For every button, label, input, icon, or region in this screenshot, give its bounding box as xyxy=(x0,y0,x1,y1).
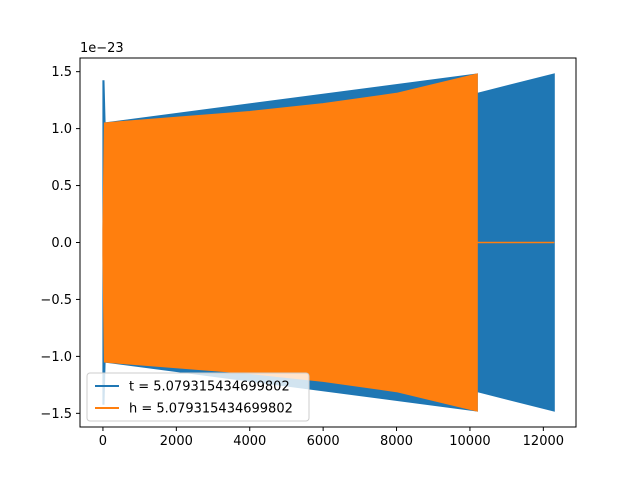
x-tick-label: 0 xyxy=(99,434,107,449)
x-tick-label: 8000 xyxy=(380,434,413,449)
series-layer xyxy=(102,73,555,412)
y-tick-label: 1.5 xyxy=(51,65,72,80)
y-tick-label: −1.0 xyxy=(40,350,72,365)
x-tick-label: 4000 xyxy=(233,434,266,449)
axes-layer: 0 2000 4000 6000 8000 10000 12000 −1.5 −1.0 −0.5 0… xyxy=(40,57,577,449)
legend-box xyxy=(86,372,310,422)
series-2-band xyxy=(102,73,478,412)
y-tick-label: −1.5 xyxy=(40,407,72,422)
x-tick-label: 2000 xyxy=(160,434,193,449)
y-tick-label: 1.0 xyxy=(51,122,72,137)
x-tick-label: 10000 xyxy=(449,434,490,449)
offset-text: 1e−23 xyxy=(80,41,124,56)
y-tick-label: 0.0 xyxy=(51,236,72,251)
y-tick-label: 0.5 xyxy=(51,179,72,194)
legend-label-2: h = 5.079315434699802 xyxy=(129,402,293,417)
x-tick-label: 12000 xyxy=(523,434,564,449)
x-tick-label: 6000 xyxy=(307,434,340,449)
legend-label-1: t = 5.079315434699802 xyxy=(129,380,290,395)
y-tick-label: −0.5 xyxy=(40,293,72,308)
legend: t = 5.079315434699802 h = 5.0793154346998… xyxy=(86,372,310,422)
